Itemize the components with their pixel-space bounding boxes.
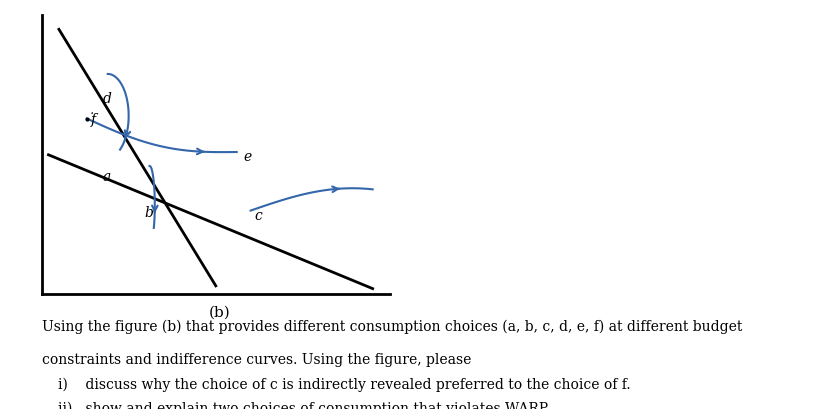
- Text: Using the figure (b) that provides different consumption choices (a, b, c, d, e,: Using the figure (b) that provides diffe…: [42, 319, 742, 333]
- Text: (b): (b): [209, 305, 231, 319]
- Text: ii)   show and explain two choices of consumption that violates WARP.: ii) show and explain two choices of cons…: [58, 401, 549, 409]
- Text: constraints and indifference curves. Using the figure, please: constraints and indifference curves. Usi…: [42, 352, 471, 366]
- Text: e: e: [244, 150, 252, 164]
- Text: a: a: [103, 169, 110, 184]
- Text: d: d: [103, 92, 111, 106]
- Text: b: b: [144, 206, 154, 220]
- Text: i)    discuss why the choice of c is indirectly revealed preferred to the choice: i) discuss why the choice of c is indire…: [58, 376, 631, 391]
- Text: ḟ: ḟ: [91, 112, 96, 126]
- Text: c: c: [254, 209, 262, 222]
